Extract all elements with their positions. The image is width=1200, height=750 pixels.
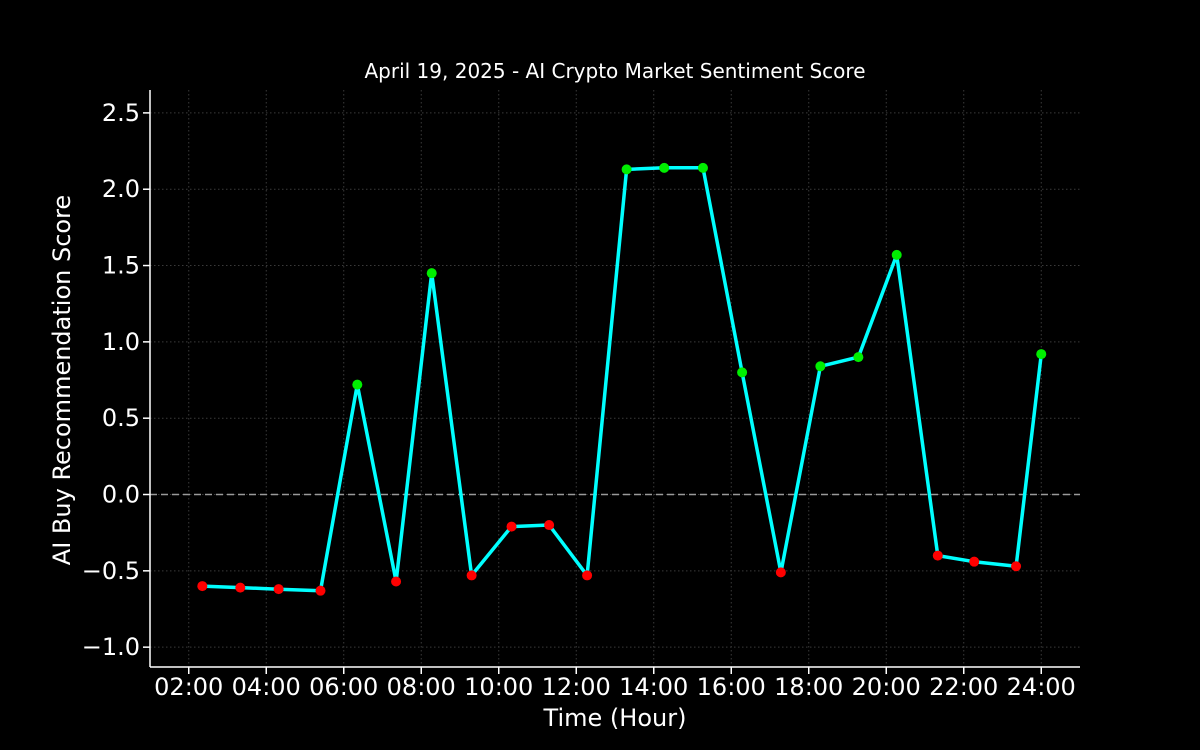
negative-data-point [391,576,402,587]
x-tick-label: 04:00 [232,673,301,701]
positive-data-point [621,164,632,175]
axes-layer [149,90,1080,668]
x-tick-label: 10:00 [464,673,533,701]
negative-data-point [235,582,246,593]
x-tick-label: 24:00 [1007,673,1076,701]
y-tick-label: 2.5 [102,99,140,127]
y-tick-label: 1.0 [102,328,140,356]
negative-data-point [506,521,517,532]
x-tick-label: 14:00 [619,673,688,701]
positive-data-point [1036,349,1047,360]
series-line [200,166,1044,593]
negative-data-point [197,581,208,592]
negative-data-point [775,567,786,578]
y-tick-label: 0.5 [102,404,140,432]
positive-data-point [815,361,826,372]
x-axis-label: Time (Hour) [543,704,687,732]
markers-layer [197,162,1047,596]
negative-data-point [315,585,326,596]
x-tick-label: 16:00 [697,673,766,701]
x-tick-label: 22:00 [929,673,998,701]
series-layer [200,166,1044,593]
positive-data-point [697,162,708,173]
y-tick-label: 0.0 [102,481,140,509]
negative-data-point [466,570,477,581]
x-tick-label: 06:00 [309,673,378,701]
y-tick-label: −1.0 [82,633,140,661]
negative-data-point [582,570,593,581]
negative-data-point [1011,561,1022,572]
x-tick-label: 02:00 [154,673,223,701]
negative-data-point [969,556,980,567]
ticks-layer: 02:00 04:00 06:00 08:00 10:00 12:00 14:00 16:00… [82,99,1076,701]
positive-data-point [853,352,864,363]
y-tick-label: −0.5 [82,557,140,585]
negative-data-point [932,550,943,561]
positive-data-point [659,162,670,173]
x-tick-label: 08:00 [387,673,456,701]
negative-data-point [273,584,284,595]
positive-data-point [426,268,437,279]
chart-title: April 19, 2025 - AI Crypto Market Sentim… [364,59,865,83]
x-tick-label: 12:00 [542,673,611,701]
positive-data-point [352,379,363,390]
negative-data-point [544,520,555,531]
x-tick-label: 18:00 [774,673,843,701]
y-tick-label: 2.0 [102,175,140,203]
y-axis-label: AI Buy Recommendation Score [48,195,76,565]
grid-layer [150,90,1080,667]
positive-data-point [737,367,748,378]
y-tick-label: 1.5 [102,252,140,280]
positive-data-point [891,249,902,260]
x-tick-label: 20:00 [852,673,921,701]
